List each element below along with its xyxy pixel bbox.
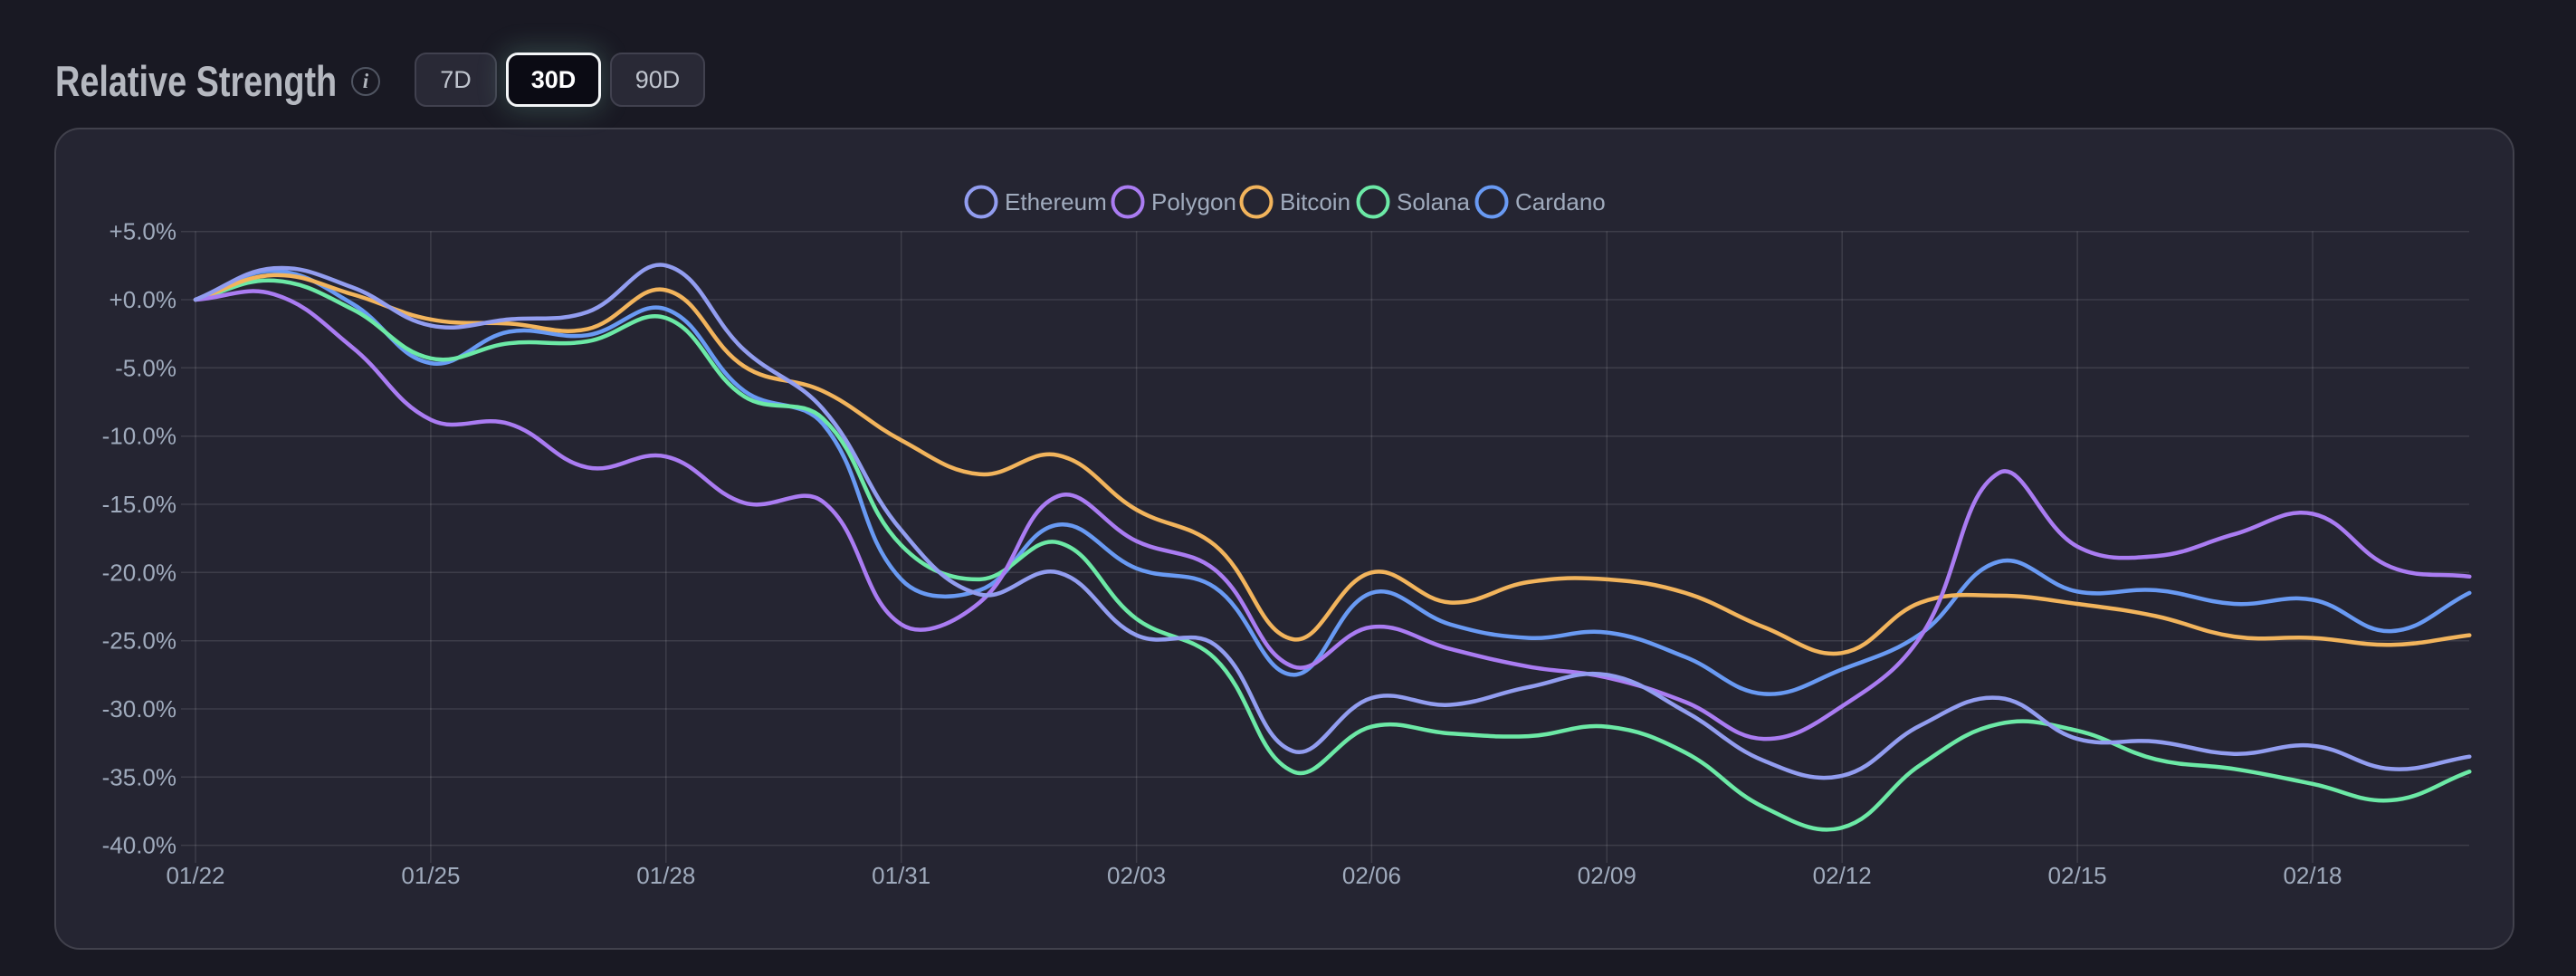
svg-text:02/06: 02/06 — [1342, 862, 1401, 889]
svg-text:-20.0%: -20.0% — [102, 559, 177, 586]
svg-text:Ethereum: Ethereum — [1005, 188, 1107, 215]
svg-text:-5.0%: -5.0% — [115, 354, 177, 381]
svg-text:01/31: 01/31 — [872, 862, 930, 889]
svg-text:02/18: 02/18 — [2283, 862, 2342, 889]
svg-text:02/15: 02/15 — [2048, 862, 2107, 889]
svg-text:-10.0%: -10.0% — [102, 423, 177, 450]
svg-text:02/03: 02/03 — [1107, 862, 1166, 889]
svg-text:+5.0%: +5.0% — [110, 218, 177, 245]
svg-text:-30.0%: -30.0% — [102, 695, 177, 722]
svg-text:02/12: 02/12 — [1813, 862, 1872, 889]
svg-text:01/28: 01/28 — [636, 862, 695, 889]
svg-text:+0.0%: +0.0% — [110, 286, 177, 313]
svg-text:Cardano: Cardano — [1515, 188, 1606, 215]
svg-text:01/22: 01/22 — [166, 862, 224, 889]
svg-text:-40.0%: -40.0% — [102, 832, 177, 859]
svg-text:01/25: 01/25 — [401, 862, 460, 889]
svg-text:Solana: Solana — [1397, 188, 1470, 215]
svg-text:Polygon: Polygon — [1151, 188, 1236, 215]
svg-text:-15.0%: -15.0% — [102, 491, 177, 518]
svg-text:02/09: 02/09 — [1578, 862, 1636, 889]
svg-text:-25.0%: -25.0% — [102, 627, 177, 655]
svg-text:-35.0%: -35.0% — [102, 763, 177, 790]
svg-text:Bitcoin: Bitcoin — [1280, 188, 1350, 215]
